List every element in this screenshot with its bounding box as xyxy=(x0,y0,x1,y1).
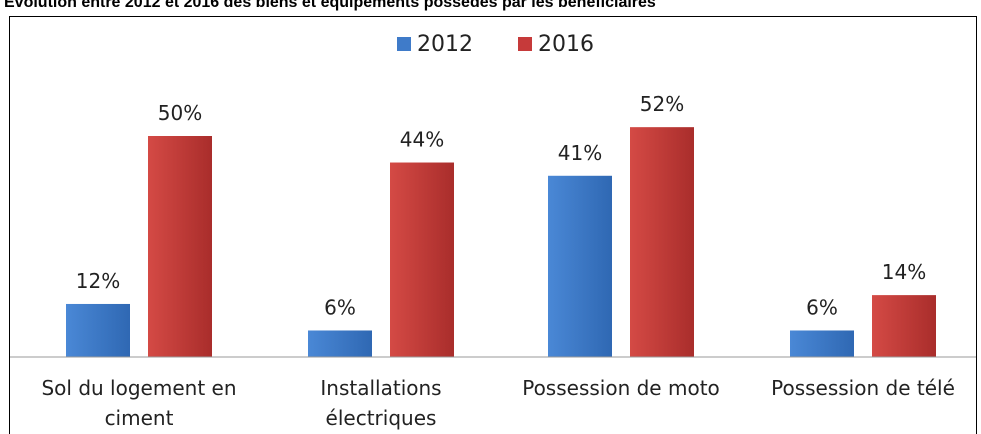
bar-2012-2 xyxy=(308,330,372,357)
bar-2016-4 xyxy=(872,295,936,357)
legend-label-2016: 2016 xyxy=(538,32,594,57)
bar-2012-4 xyxy=(790,330,854,357)
category-label-1-line-2: ciment xyxy=(105,406,174,430)
bars-group: 12% 6% 41% 6% 50% 44% 52% 14% xyxy=(66,92,936,357)
value-label-2012-1: 12% xyxy=(76,269,120,293)
category-label-2-line-2: électriques xyxy=(326,406,437,430)
chart-frame xyxy=(9,16,977,434)
category-label-3: Possession de moto xyxy=(522,376,720,400)
legend-label-2012: 2012 xyxy=(417,32,473,57)
bar-2012-1 xyxy=(66,303,130,357)
chart-title: Evolution entre 2012 et 2016 des biens e… xyxy=(4,0,656,11)
value-label-2016-4: 14% xyxy=(882,260,926,284)
category-labels: Sol du logement en ciment Installations éle… xyxy=(41,376,954,430)
category-label-2-line-1: Installations xyxy=(320,376,441,400)
value-label-2016-1: 50% xyxy=(158,101,202,125)
legend-swatch-2012 xyxy=(397,37,411,51)
category-label-4: Possession de télé xyxy=(771,376,955,400)
value-label-2012-3: 41% xyxy=(558,141,602,165)
legend: 2012 2016 xyxy=(397,32,594,57)
bar-2012-3 xyxy=(548,175,612,357)
value-label-2012-4: 6% xyxy=(806,295,838,319)
bar-2016-1 xyxy=(148,136,212,357)
value-label-2016-3: 52% xyxy=(640,92,684,116)
value-label-2016-2: 44% xyxy=(400,128,444,152)
category-label-1-line-1: Sol du logement en xyxy=(41,376,236,400)
value-label-2012-2: 6% xyxy=(324,295,356,319)
bar-2016-2 xyxy=(390,162,454,357)
legend-swatch-2016 xyxy=(518,37,532,51)
bar-2016-3 xyxy=(630,127,694,357)
